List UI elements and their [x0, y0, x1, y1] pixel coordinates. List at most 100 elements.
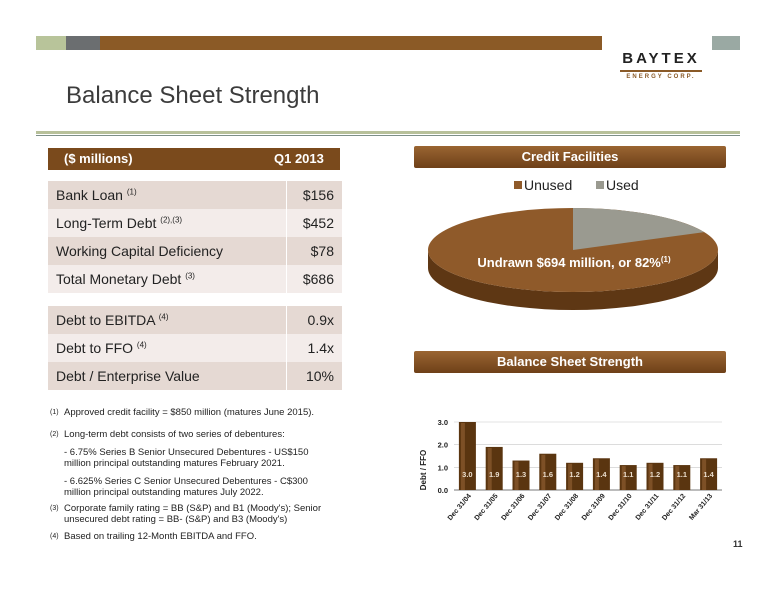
bar-highlight	[621, 466, 626, 490]
bar-highlight	[541, 454, 546, 490]
footnote-line: million principal outstanding matures Ju…	[64, 487, 264, 498]
legend-swatch-unused	[514, 181, 522, 189]
legend-label-unused: Unused	[524, 177, 572, 193]
x-tick-label: Dec 31/11	[635, 493, 661, 522]
row-value: $156	[302, 187, 334, 203]
x-tick-label: Mar 31/13	[688, 493, 714, 522]
row-label: Debt to FFO	[56, 340, 134, 356]
footnote-mark: (3)	[50, 505, 59, 512]
title-rule-thin	[36, 135, 740, 136]
pie-data-label: Undrawn $694 million, or 82%(1)	[477, 255, 671, 270]
banner-segment-green	[36, 36, 66, 50]
legend-swatch-used	[596, 181, 604, 189]
cell-divider	[286, 362, 287, 390]
pie-slice-used	[573, 208, 705, 250]
row-label: Long-Term Debt	[56, 215, 157, 231]
pie-legend: Unused Used	[514, 177, 639, 193]
bar-value-label: 1.1	[677, 470, 687, 479]
row-value: $452	[302, 215, 334, 231]
debt-ffo-bar-chart: Debt / FFO 0.0 1.0 2.0 3.0 3.0 Dec 31/04 1.9 De…	[419, 418, 722, 522]
row-label: Working Capital Deficiency	[56, 243, 224, 259]
bar-value-label: 1.4	[596, 470, 607, 479]
footnote-line: - 6.75% Series B Senior Unsecured Debent…	[64, 447, 309, 458]
row-value: $78	[310, 243, 334, 259]
pie-label-sup: (1)	[661, 255, 671, 264]
bar-highlight	[675, 466, 680, 490]
x-tick-label: Dec 31/07	[527, 493, 553, 522]
x-tick-label: Dec 31/04	[447, 493, 473, 522]
cell-divider	[286, 265, 287, 293]
bar-value-label: 1.3	[516, 470, 526, 479]
x-tick-label: Dec 31/12	[661, 493, 687, 522]
footnote-mark: (4)	[50, 533, 59, 540]
y-tick-label: 1.0	[438, 463, 448, 472]
bar-highlight	[487, 447, 492, 490]
row-footnote-ref: (2),(3)	[160, 215, 183, 225]
bar-highlight	[568, 463, 573, 490]
footnote-line: unsecured debt rating = BB- (S&P) and B3…	[64, 514, 288, 525]
row-label: Debt to EBITDA	[56, 312, 155, 328]
credit-pie-chart: Unused Used Undrawn $694 million, or 82%…	[428, 177, 718, 310]
y-axis-title: Debt / FFO	[419, 450, 428, 490]
logo-subtitle: ENERGY CORP.	[626, 74, 696, 80]
x-tick-label: Dec 31/09	[581, 493, 607, 522]
footnote-mark: (2)	[50, 431, 59, 438]
row-footnote-ref: (1)	[126, 187, 137, 197]
row-value: 1.4x	[307, 340, 334, 356]
credit-facilities-header: Credit Facilities	[414, 146, 726, 168]
bar-highlight	[514, 461, 519, 490]
footnote-text: Based on trailing 12-Month EBITDA and FF…	[64, 531, 257, 542]
cell-divider	[286, 237, 287, 265]
row-footnote-ref: (4)	[136, 340, 147, 350]
row-value: 10%	[305, 368, 334, 384]
cell-divider	[286, 209, 287, 237]
bar-highlight	[648, 463, 653, 490]
row-footnote-ref: (3)	[185, 271, 195, 281]
company-logo: BAYTEX ENERGY CORP.	[610, 40, 712, 86]
y-tick-label: 0.0	[438, 486, 448, 495]
y-tick-label: 3.0	[438, 418, 448, 427]
table-row: Debt to FFO (4) 1.4x	[48, 334, 342, 362]
bar-value-label: 1.2	[650, 470, 660, 479]
x-tick-label: Dec 31/10	[608, 493, 634, 522]
bar-value-label: 1.6	[543, 470, 553, 479]
x-tick-label: Dec 31/08	[554, 493, 580, 522]
bar-value-label: 1.2	[569, 470, 579, 479]
banner-segment-gray	[66, 36, 100, 50]
footnote-line: Corporate family rating = BB (S&P) and B…	[64, 503, 322, 514]
bar-value-label: 1.9	[489, 470, 499, 479]
table-row: Working Capital Deficiency $78	[48, 237, 342, 265]
table-header-units: ($ millions)	[64, 151, 133, 166]
legend-label-used: Used	[606, 177, 639, 193]
bar-highlight	[460, 423, 465, 490]
logo-name: BAYTEX	[622, 50, 700, 67]
page-number: 11	[733, 539, 743, 549]
balance-sheet-chart-header: Balance Sheet Strength	[414, 351, 726, 373]
x-tick-label: Dec 31/06	[500, 493, 526, 522]
y-tick-label: 2.0	[438, 441, 448, 450]
title-rule	[36, 131, 740, 134]
table-header-period: Q1 2013	[274, 151, 324, 166]
chart-bars	[458, 422, 718, 490]
cell-divider	[286, 334, 287, 362]
chart-labels: 0.0 1.0 2.0 3.0 3.0 Dec 31/04 1.9 Dec 31/05 1.3 D…	[438, 418, 715, 522]
logo-rule	[620, 70, 702, 72]
table-header: ($ millions) Q1 2013	[48, 148, 340, 170]
table-row: Debt to EBITDA (4) 0.9x	[48, 306, 342, 334]
pie-slices	[428, 208, 718, 310]
cell-divider	[286, 306, 287, 334]
footnote-text: Long-term debt consists of two series of…	[64, 429, 285, 440]
pie-label-text: Undrawn $694 million, or 82%	[477, 255, 661, 270]
row-value: 0.9x	[307, 312, 334, 328]
banner-segment-brown	[100, 36, 602, 50]
row-value: $686	[302, 271, 334, 287]
x-tick-label: Dec 31/05	[474, 493, 500, 522]
footnote-line: million principal outstanding matures Fe…	[64, 458, 285, 469]
bar-value-label: 1.1	[623, 470, 633, 479]
table-row: Bank Loan (1) $156	[48, 181, 342, 209]
page-title: Balance Sheet Strength	[66, 82, 320, 109]
table-row: Debt / Enterprise Value 10%	[48, 362, 342, 390]
pie-side-wall	[428, 250, 718, 310]
row-footnote-ref: (4)	[158, 312, 169, 322]
row-label: Bank Loan	[56, 187, 123, 203]
